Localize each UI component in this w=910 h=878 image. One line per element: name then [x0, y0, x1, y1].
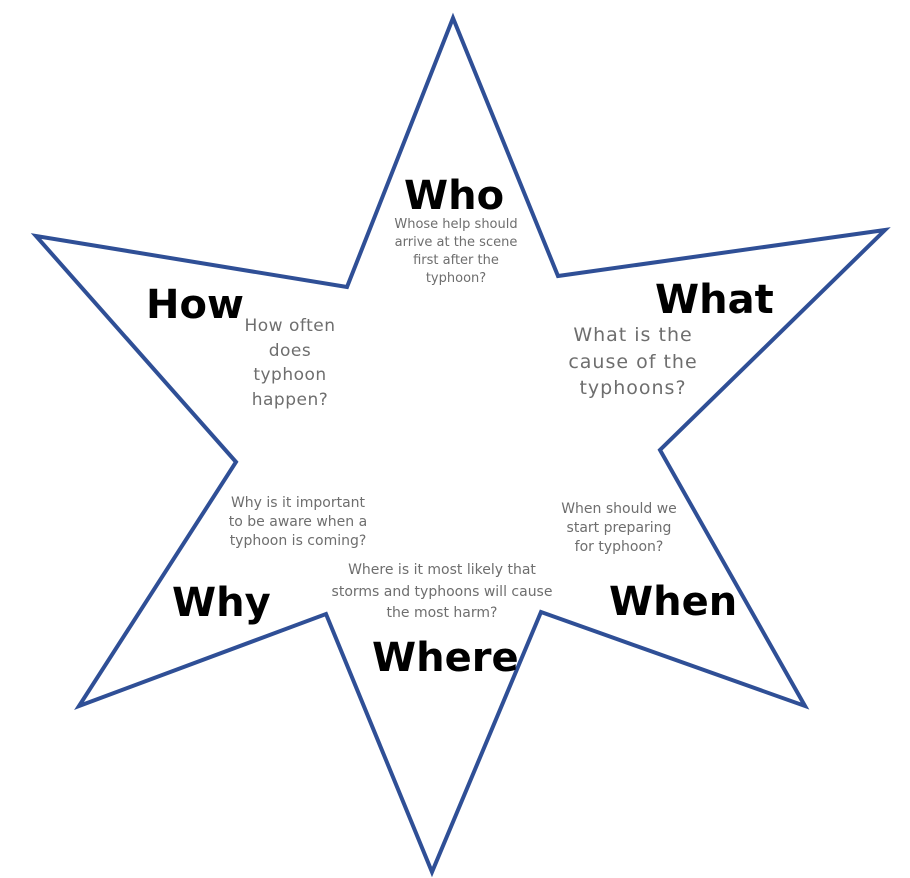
question-why: Why is it important to be aware when a t… [228, 495, 368, 549]
question-who: Whose help should arrive at the scene fi… [394, 217, 518, 286]
heading-when: When [609, 579, 738, 625]
heading-how: How [146, 282, 244, 328]
heading-what: What [655, 277, 774, 323]
question-how: How often does typhoon happen? [244, 316, 336, 410]
star-shape [30, 12, 891, 878]
heading-why: Why [172, 580, 271, 626]
question-what: What is the cause of the typhoons? [568, 324, 698, 400]
question-when: When should we start preparing for typho… [561, 501, 677, 555]
heading-who: Who [404, 173, 505, 219]
question-where: Where is it most likely that storms and … [331, 562, 553, 622]
heading-where: Where [372, 635, 519, 681]
